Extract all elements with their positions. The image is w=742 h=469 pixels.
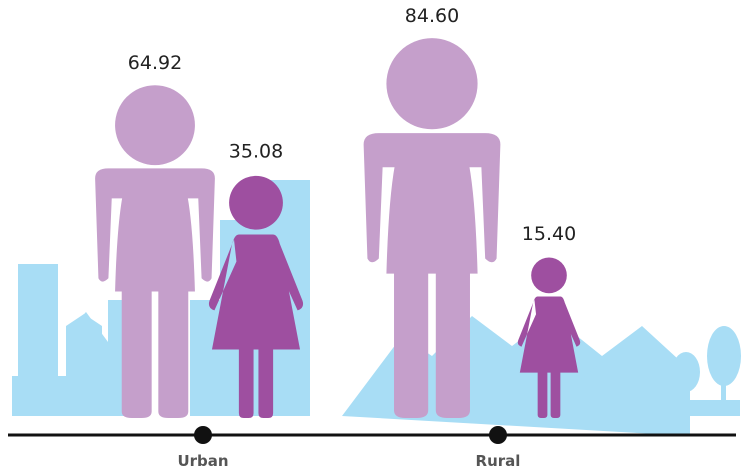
woman-figure bbox=[517, 257, 581, 418]
woman-figure bbox=[208, 175, 304, 418]
x-tick-label: Urban bbox=[177, 452, 228, 469]
value-label: 84.60 bbox=[405, 5, 459, 27]
figure-body bbox=[363, 133, 501, 418]
value-label: 35.08 bbox=[229, 140, 283, 162]
value-label: 64.92 bbox=[128, 52, 182, 74]
category-marker bbox=[194, 426, 212, 444]
category-marker bbox=[489, 426, 507, 444]
figure-body bbox=[95, 168, 215, 418]
figure-head bbox=[115, 85, 195, 166]
x-tick-label: Rural bbox=[476, 452, 521, 469]
figure-head bbox=[386, 38, 478, 130]
man-figure bbox=[363, 38, 501, 418]
figure-head bbox=[531, 257, 567, 294]
figure-head bbox=[229, 175, 283, 230]
man-figure bbox=[95, 85, 215, 418]
figure-body bbox=[517, 296, 581, 418]
figure-body bbox=[208, 234, 304, 418]
value-label: 15.40 bbox=[522, 223, 576, 245]
